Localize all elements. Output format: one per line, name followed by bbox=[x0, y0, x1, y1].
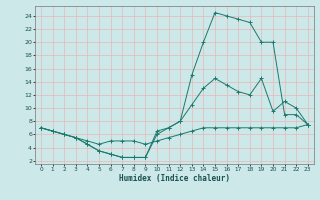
X-axis label: Humidex (Indice chaleur): Humidex (Indice chaleur) bbox=[119, 174, 230, 183]
